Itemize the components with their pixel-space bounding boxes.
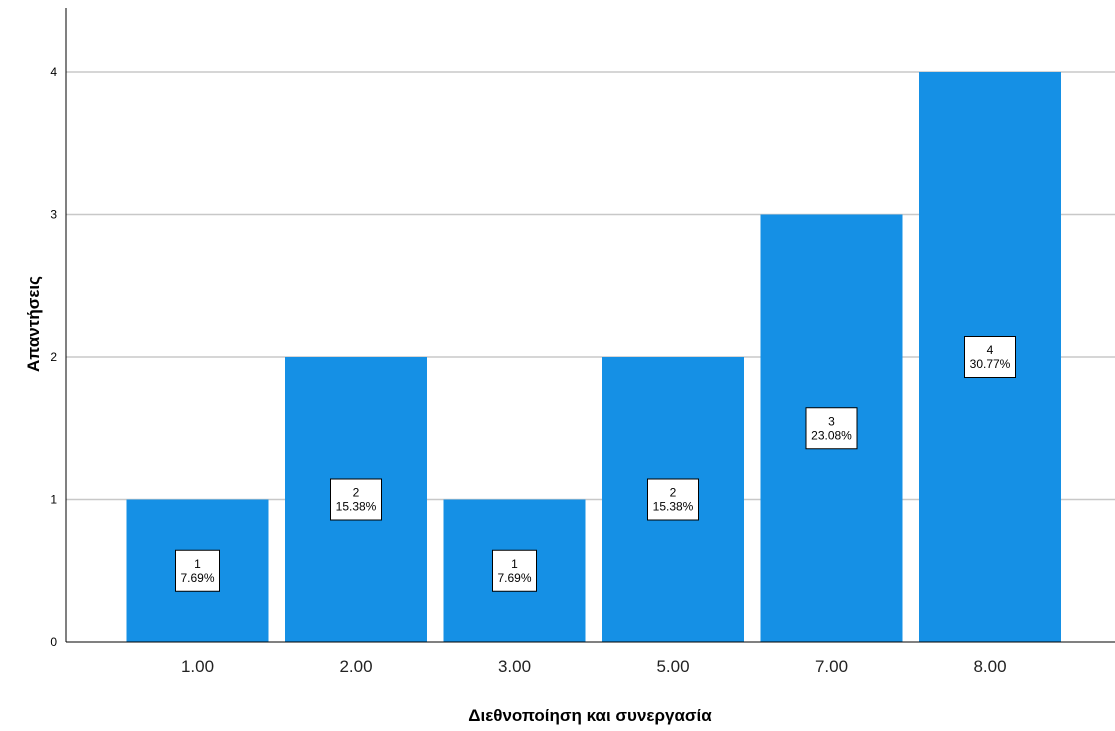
y-tick-label: 2 [50,350,57,364]
x-tick-label: 3.00 [498,657,531,676]
x-tick-label: 2.00 [339,657,372,676]
x-tick-labels: 1.00 2.00 3.00 5.00 7.00 8.00 [181,657,1007,676]
data-label-percent: 23.08% [811,428,852,442]
axes [65,8,1115,643]
data-label-percent: 7.69% [180,571,214,585]
y-tick-label: 3 [50,208,57,222]
y-axis-title: Απαντήσεις [24,276,43,372]
data-label-box [492,549,537,592]
data-label-count: 4 [987,343,994,357]
data-label-box [330,478,382,521]
data-label-box [647,478,699,521]
y-tick-label: 1 [50,493,57,507]
x-tick-label: 8.00 [973,657,1006,676]
data-label-box [805,407,858,450]
data-label-box [964,336,1016,378]
x-tick-label: 1.00 [181,657,214,676]
x-axis-title: Διεθνοποίηση και συνεργασία [468,706,712,725]
data-label-count: 3 [828,414,835,428]
data-label-box [175,549,220,592]
x-tick-label: 7.00 [815,657,848,676]
data-label-percent: 15.38% [336,500,377,514]
y-tick-label: 4 [50,65,57,79]
data-label-count: 2 [353,486,360,500]
data-label-percent: 15.38% [653,500,694,514]
y-tick-label: 0 [50,635,57,649]
data-label-count: 1 [511,557,518,571]
data-label-count: 1 [194,557,201,571]
data-label-percent: 30.77% [970,357,1011,371]
data-labels: 17.69%215.38%17.69%215.38%323.08%430.77% [175,336,1016,592]
x-tick-label: 5.00 [656,657,689,676]
y-tick-labels: 0 1 2 3 4 [50,65,57,649]
data-label-percent: 7.69% [497,571,531,585]
data-label-count: 2 [670,486,677,500]
